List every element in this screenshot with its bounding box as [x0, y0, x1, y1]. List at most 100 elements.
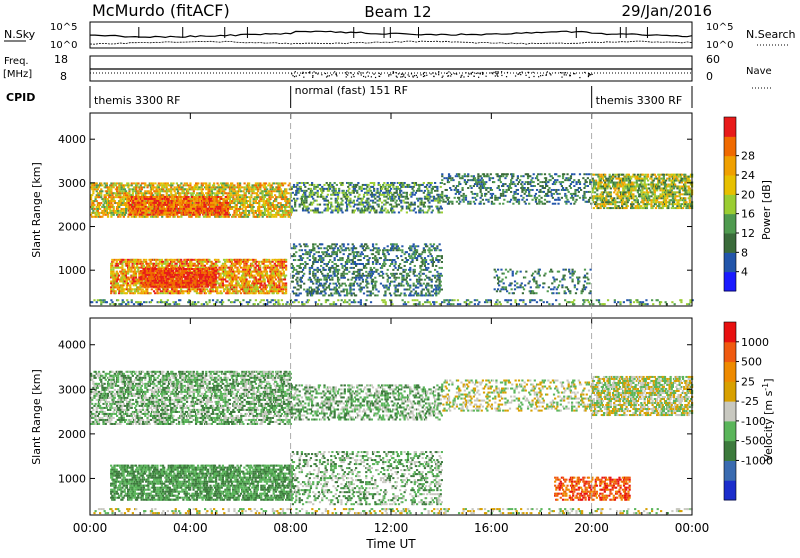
heatmap-cell	[229, 202, 231, 204]
heatmap-cell	[186, 188, 188, 190]
heatmap-cell	[123, 200, 125, 202]
heatmap-cell	[178, 186, 180, 188]
heatmap-cell	[303, 200, 305, 202]
heatmap-cell	[311, 184, 313, 186]
heatmap-cell	[228, 184, 230, 186]
heatmap-cell	[167, 261, 169, 263]
heatmap-cell	[123, 210, 125, 212]
heatmap-cell	[146, 186, 148, 188]
heatmap-cell	[273, 265, 275, 267]
heatmap-cell	[108, 202, 110, 204]
heatmap-cell	[262, 263, 264, 265]
heatmap-cell	[230, 192, 232, 194]
heatmap-cell	[198, 206, 200, 208]
heatmap-cell	[197, 284, 199, 286]
heatmap-cell	[273, 216, 275, 218]
nave-point	[368, 76, 369, 77]
heatmap-cell	[162, 276, 164, 278]
heatmap-cell	[164, 292, 166, 294]
heatmap-cell	[275, 198, 277, 200]
heatmap-cell	[279, 265, 281, 267]
heatmap-cell	[272, 214, 274, 216]
heatmap-cell	[135, 284, 137, 286]
heatmap-cell	[125, 210, 127, 212]
heatmap-cell	[301, 190, 303, 192]
heatmap-cell	[274, 188, 276, 190]
nave-point	[417, 77, 418, 78]
heatmap-cell	[145, 261, 147, 263]
heatmap-cell	[93, 186, 95, 188]
heatmap-cell	[156, 270, 158, 272]
heatmap-cell	[130, 188, 132, 190]
heatmap-cell	[194, 206, 196, 208]
heatmap-cell	[164, 278, 166, 280]
heatmap-cell	[248, 190, 250, 192]
heatmap-cell	[215, 276, 217, 278]
heatmap-cell	[271, 259, 273, 261]
heatmap-cell	[132, 200, 134, 202]
heatmap-cell	[139, 288, 141, 290]
heatmap-cell	[132, 208, 134, 210]
heatmap-cell	[239, 208, 241, 210]
heatmap-cell	[170, 186, 172, 188]
heatmap-cell	[177, 190, 179, 192]
heatmap-cell	[135, 194, 137, 196]
heatmap-cell	[234, 267, 236, 269]
heatmap-cell	[246, 290, 248, 292]
heatmap-cell	[131, 212, 133, 214]
heatmap-cell	[238, 269, 240, 271]
heatmap-cell	[162, 194, 164, 196]
heatmap-cell	[189, 192, 191, 194]
nave-point	[361, 74, 362, 75]
heatmap-cell	[161, 259, 163, 261]
heatmap-cell	[165, 276, 167, 278]
heatmap-cell	[244, 269, 246, 271]
heatmap-cell	[104, 182, 106, 184]
nave-point	[528, 72, 529, 73]
heatmap-cell	[150, 261, 152, 263]
heatmap-cell	[202, 274, 204, 276]
heatmap-cell	[233, 212, 235, 214]
nave-point	[542, 75, 543, 76]
heatmap-cell	[252, 265, 254, 267]
heatmap-cell	[268, 292, 270, 294]
heatmap-cell	[229, 206, 231, 208]
heatmap-cell	[211, 276, 213, 278]
heatmap-cell	[285, 212, 287, 214]
heatmap-cell	[222, 280, 224, 282]
heatmap-cell	[277, 277, 279, 279]
heatmap-cell	[148, 212, 150, 214]
heatmap-cell	[226, 259, 228, 261]
heatmap-cell	[176, 288, 178, 290]
heatmap-cell	[146, 212, 148, 214]
heatmap-cell	[302, 210, 304, 212]
heatmap-cell	[266, 273, 268, 275]
heatmap-cell	[128, 190, 130, 192]
heatmap-cell	[264, 184, 266, 186]
heatmap-cell	[308, 188, 310, 190]
nave-point	[309, 71, 310, 72]
heatmap-cell	[141, 290, 143, 292]
nave-label: Nave	[746, 66, 772, 77]
heatmap-cell	[235, 286, 237, 288]
heatmap-cell	[201, 186, 203, 188]
heatmap-cell	[271, 261, 273, 263]
heatmap-cell	[179, 270, 181, 272]
heatmap-cell	[160, 268, 162, 270]
heatmap-cell	[138, 202, 140, 204]
heatmap-cell	[166, 194, 168, 196]
heatmap-cell	[270, 288, 272, 290]
heatmap-cell	[98, 194, 100, 196]
heatmap-cell	[148, 265, 150, 267]
heatmap-cell	[135, 188, 137, 190]
heatmap-cell	[255, 277, 257, 279]
heatmap-cell	[285, 269, 287, 271]
heatmap-cell	[113, 184, 115, 186]
heatmap-cell	[196, 292, 198, 294]
heatmap-cell	[229, 282, 231, 284]
nave-point	[518, 73, 519, 74]
heatmap-cell	[180, 216, 182, 218]
heatmap-cell	[271, 192, 273, 194]
nave-point	[420, 74, 421, 75]
nave-point	[463, 76, 464, 77]
